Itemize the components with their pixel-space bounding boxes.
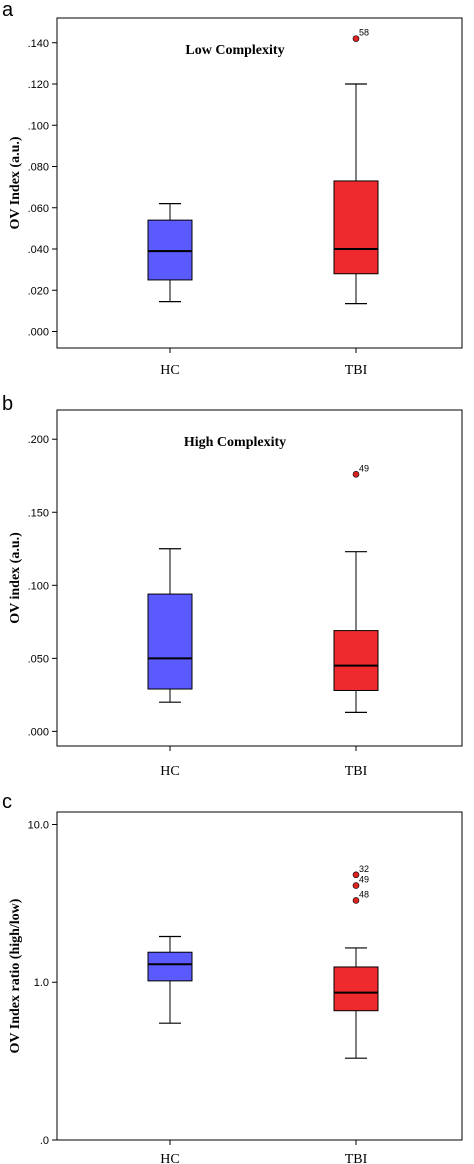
- y-tick-label: .140: [28, 38, 49, 50]
- y-tick-label: .040: [28, 244, 49, 256]
- y-tick-label: .200: [28, 434, 49, 446]
- outlier-label: 32: [359, 864, 369, 874]
- y-tick-label: 1.0: [34, 977, 49, 989]
- outlier-point: [352, 35, 360, 42]
- plot-frame: [56, 17, 463, 349]
- panel-letter: b: [2, 393, 13, 415]
- iqr-box: [147, 951, 193, 982]
- y-axis-label: OV Index ratio (high/low): [8, 898, 23, 1053]
- panel-letter: a: [2, 0, 14, 21]
- panel-letter: c: [2, 791, 12, 813]
- x-category-label: TBI: [345, 1152, 368, 1164]
- y-tick-label: .080: [28, 162, 49, 174]
- chart-title: High Complexity: [184, 435, 286, 450]
- outlier-point: [352, 470, 360, 478]
- box-tbi: 58: [333, 28, 379, 305]
- x-category-label: HC: [160, 363, 179, 378]
- box-hc: [147, 548, 193, 703]
- outlier-point: [352, 871, 360, 879]
- iqr-box: [333, 966, 379, 1012]
- outlier-label: 49: [359, 463, 369, 473]
- y-tick-label: .100: [28, 580, 49, 592]
- iqr-box: [147, 219, 193, 281]
- y-tick-label: .060: [28, 203, 49, 215]
- outlier-label: 58: [359, 28, 369, 38]
- plot-frame: [56, 811, 463, 1141]
- plot-frame: [56, 409, 463, 747]
- panel-c: c OV Index ratio (high/low) .0 1.0 10.0 HC TBI…: [2, 791, 463, 1164]
- x-category-label: HC: [160, 764, 179, 779]
- iqr-box: [333, 630, 379, 691]
- y-axis-label: OV Index (a.u.): [8, 136, 23, 229]
- x-category-label: HC: [160, 1152, 179, 1164]
- outlier-label: 48: [359, 889, 369, 899]
- iqr-box: [333, 180, 379, 275]
- panel-b: b High Complexity OV index (a.u.) .000 .050.…: [2, 393, 463, 779]
- box-hc: [147, 935, 193, 1024]
- panel-a: a Low Complexity OV Index (a.u.) .000 .020 .0…: [2, 0, 463, 378]
- y-tick-label: 10.0: [28, 819, 49, 831]
- y-axis-label: OV index (a.u.): [8, 532, 23, 624]
- y-tick-label: .120: [28, 79, 49, 91]
- x-category-label: TBI: [345, 764, 368, 779]
- y-tick-label: .100: [28, 120, 49, 132]
- outlier-label: 49: [359, 875, 369, 885]
- outlier-point: [352, 882, 360, 889]
- box-tbi: 49: [333, 463, 379, 714]
- y-tick-label: .000: [28, 327, 49, 339]
- chart-title: Low Complexity: [185, 43, 284, 58]
- y-tick-label: .000: [28, 726, 49, 738]
- y-tick-label: .150: [28, 507, 49, 519]
- y-tick-label: .020: [28, 285, 49, 297]
- iqr-box: [147, 593, 193, 690]
- box-hc: [147, 203, 193, 303]
- y-tick-label: .0: [40, 1135, 49, 1147]
- x-category-label: TBI: [345, 363, 368, 378]
- outlier-point: [352, 897, 360, 904]
- y-tick-label: .050: [28, 653, 49, 665]
